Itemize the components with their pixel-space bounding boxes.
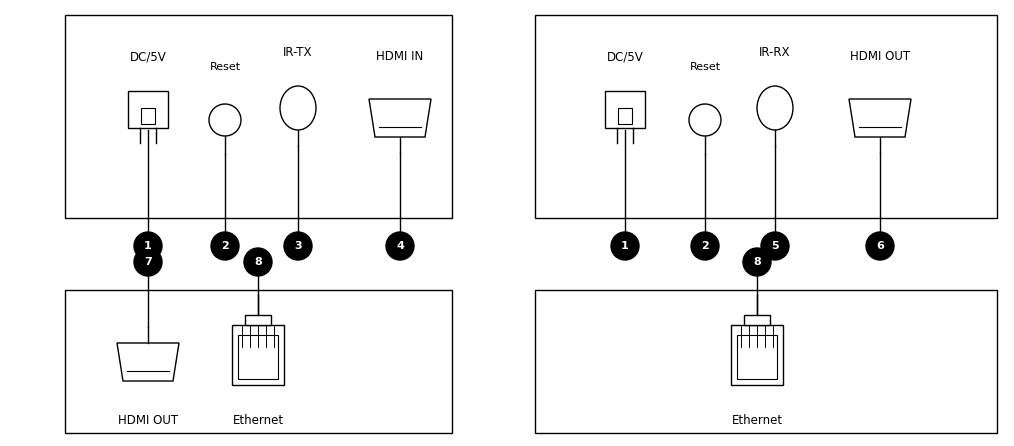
Text: DC/5V: DC/5V [130, 50, 166, 63]
Bar [618, 108, 632, 124]
Circle shape [134, 248, 162, 276]
Circle shape [244, 248, 272, 276]
Bar [744, 315, 770, 325]
Bar [65, 290, 452, 433]
Bar [731, 325, 783, 385]
Circle shape [866, 232, 894, 260]
Text: 3: 3 [294, 241, 302, 251]
Text: 1: 1 [144, 241, 152, 251]
Text: 5: 5 [772, 241, 779, 251]
Text: Ethernet: Ethernet [731, 414, 783, 428]
Bar [605, 91, 645, 128]
Circle shape [209, 104, 241, 136]
Polygon shape [369, 99, 431, 137]
Bar [535, 15, 997, 218]
Circle shape [760, 232, 789, 260]
Text: HDMI OUT: HDMI OUT [118, 414, 178, 428]
Circle shape [134, 232, 162, 260]
Text: HDMI IN: HDMI IN [376, 50, 424, 63]
Text: Reset: Reset [210, 62, 240, 72]
Bar [737, 335, 777, 379]
Ellipse shape [280, 86, 316, 130]
Text: 2: 2 [221, 241, 229, 251]
Text: HDMI OUT: HDMI OUT [850, 50, 910, 63]
Circle shape [743, 248, 771, 276]
Bar [245, 315, 271, 325]
Bar [65, 15, 452, 218]
Circle shape [386, 232, 414, 260]
Text: 4: 4 [396, 241, 404, 251]
Text: Reset: Reset [690, 62, 721, 72]
Polygon shape [117, 343, 179, 381]
Bar [141, 108, 155, 124]
Bar [238, 335, 278, 379]
Text: 8: 8 [255, 257, 262, 267]
Text: 2: 2 [701, 241, 709, 251]
Polygon shape [849, 99, 911, 137]
Bar [535, 290, 997, 433]
Circle shape [691, 232, 719, 260]
Text: DC/5V: DC/5V [606, 50, 643, 63]
Bar [232, 325, 284, 385]
Circle shape [689, 104, 721, 136]
Circle shape [611, 232, 639, 260]
Ellipse shape [757, 86, 793, 130]
Circle shape [284, 232, 312, 260]
Text: 8: 8 [753, 257, 760, 267]
Circle shape [211, 232, 239, 260]
Text: 7: 7 [144, 257, 152, 267]
Text: 1: 1 [622, 241, 629, 251]
Bar [128, 91, 168, 128]
Text: 6: 6 [876, 241, 884, 251]
Text: IR-TX: IR-TX [283, 46, 312, 59]
Text: IR-RX: IR-RX [759, 46, 791, 59]
Text: Ethernet: Ethernet [232, 414, 284, 428]
